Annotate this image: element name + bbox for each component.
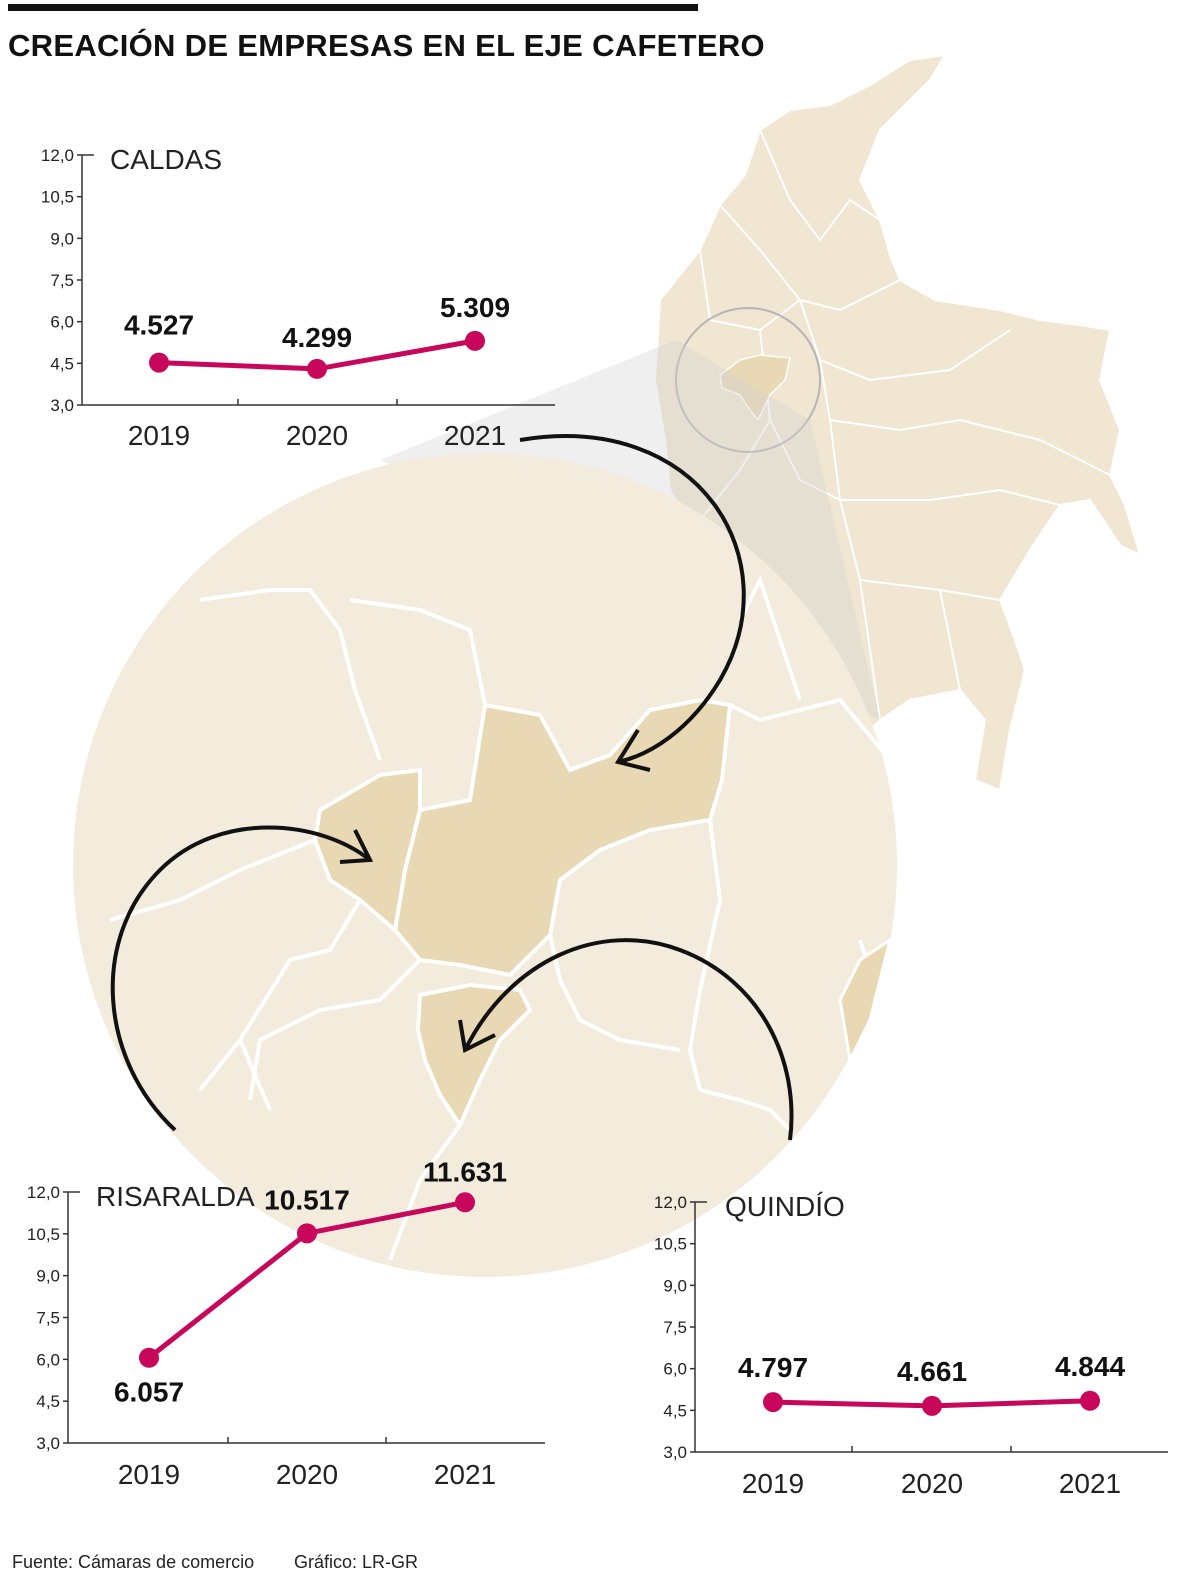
data-label: 4.797	[738, 1352, 808, 1383]
data-label: 11.631	[423, 1156, 507, 1187]
arrow-quindio-head	[458, 1019, 496, 1053]
title-rule	[8, 4, 698, 11]
y-tick-label: 12,0	[654, 1193, 687, 1212]
outer-region-right	[838, 936, 893, 1065]
charts-layer: 3,0 4,5 6,0 7,5 9,0 10,5 12,0 CALDAS 2019 2020 202…	[27, 144, 1168, 1499]
x-tick-label: 2019	[128, 420, 190, 451]
data-point	[297, 1223, 317, 1244]
chart-caldas: 3,0 4,5 6,0 7,5 9,0 10,5 12,0 CALDAS 2019 2020 202…	[41, 144, 555, 451]
chart-title: RISARALDA	[96, 1181, 255, 1212]
x-tick-label: 2021	[1059, 1468, 1121, 1499]
footer-source: Fuente: Cámaras de comercio	[12, 1552, 255, 1572]
y-tick-label: 3,0	[50, 396, 74, 415]
arrow-risaralda	[110, 825, 372, 1132]
y-tick-label: 7,5	[663, 1318, 687, 1337]
chart-title: QUINDÍO	[725, 1191, 845, 1222]
y-tick-label: 12,0	[41, 146, 74, 165]
data-point	[149, 352, 169, 373]
x-tick-label: 2021	[444, 420, 506, 451]
x-tick-label: 2020	[276, 1459, 338, 1490]
data-label: 4.299	[282, 322, 352, 353]
chart-risaralda: 3,0 4,5 6,0 7,5 9,0 10,5 12,0 RISARALDA 2019 2020…	[27, 1156, 545, 1490]
x-tick-label: 2019	[118, 1459, 180, 1490]
y-tick-label: 9,0	[663, 1276, 687, 1295]
data-label: 4.661	[897, 1356, 967, 1387]
data-point	[465, 330, 485, 351]
chart-quind-o: 3,0 4,5 6,0 7,5 9,0 10,5 12,0 QUINDÍO 2019 2020 20…	[654, 1191, 1168, 1499]
arrow-caldas-head	[614, 728, 651, 772]
risaralda-region	[312, 767, 422, 934]
data-label: 4.527	[124, 310, 194, 341]
page-title: CREACIÓN DE EMPRESAS EN EL EJE CAFETERO	[8, 28, 765, 63]
y-tick-label: 7,5	[36, 1309, 60, 1328]
x-tick-label: 2019	[742, 1468, 804, 1499]
y-tick-label: 4,5	[36, 1392, 60, 1411]
data-point	[455, 1192, 475, 1213]
chart-title: CALDAS	[110, 144, 222, 175]
data-point	[139, 1347, 159, 1368]
y-tick-label: 3,0	[36, 1434, 60, 1453]
arrow-caldas	[519, 434, 746, 764]
x-tick-label: 2020	[286, 420, 348, 451]
y-tick-label: 9,0	[50, 229, 74, 248]
y-tick-label: 4,5	[50, 354, 74, 373]
y-tick-label: 7,5	[50, 271, 74, 290]
quindio-region	[415, 982, 533, 1130]
x-tick-label: 2021	[434, 1459, 496, 1490]
y-tick-label: 6,0	[663, 1360, 687, 1379]
arrow-quindio	[463, 938, 794, 1141]
arrows	[110, 434, 794, 1141]
data-label: 6.057	[114, 1377, 184, 1408]
y-tick-label: 9,0	[36, 1267, 60, 1286]
footer-credit: Gráfico: LR-GR	[294, 1552, 419, 1572]
x-tick-label: 2020	[901, 1468, 963, 1499]
y-tick-label: 10,5	[654, 1235, 687, 1254]
zoomed-region	[73, 453, 897, 1277]
y-tick-label: 4,5	[663, 1401, 687, 1420]
y-tick-label: 10,5	[41, 188, 74, 207]
data-point	[922, 1395, 942, 1416]
zoom-region-borders	[109, 574, 892, 1261]
arrow-risaralda-head	[339, 829, 374, 864]
data-point	[763, 1392, 783, 1413]
data-point	[1080, 1390, 1100, 1411]
zoom-circle-small	[675, 307, 821, 453]
y-tick-label: 6,0	[36, 1350, 60, 1369]
data-label: 4.844	[1055, 1351, 1125, 1382]
data-label: 10.517	[264, 1184, 350, 1215]
y-tick-label: 10,5	[27, 1225, 60, 1244]
data-label: 5.309	[440, 292, 510, 323]
y-tick-label: 6,0	[50, 313, 74, 332]
data-point	[307, 358, 327, 379]
eje-cafetero-small	[719, 354, 791, 422]
y-tick-label: 3,0	[663, 1443, 687, 1462]
y-tick-label: 12,0	[27, 1183, 60, 1202]
